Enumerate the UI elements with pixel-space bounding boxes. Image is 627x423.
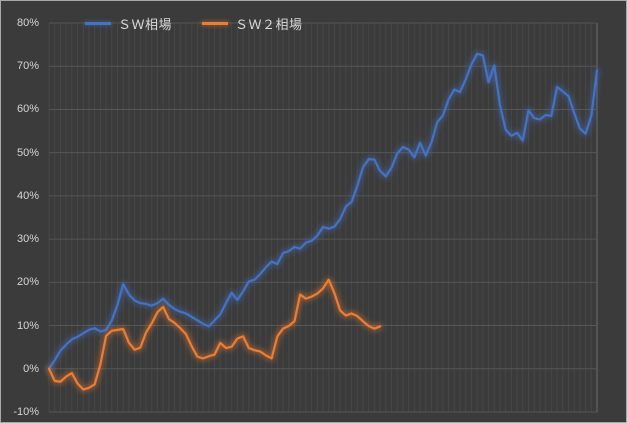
y-axis-tick-label: 30% bbox=[16, 233, 39, 246]
y-axis-tick-label: 80% bbox=[16, 17, 39, 29]
y-axis: 80% 70% 60% 50% 40% 30% 20% 10% 0% -10% bbox=[1, 1, 43, 422]
y-axis-tick-label: 70% bbox=[16, 60, 39, 73]
chart-legend: ＳＷ相場 ＳＷ２相場 bbox=[85, 14, 303, 32]
y-axis-tick-label: 60% bbox=[16, 103, 39, 116]
legend-entry-sw2[interactable]: ＳＷ２相場 bbox=[202, 14, 303, 33]
y-axis-tick-label: -10% bbox=[13, 406, 39, 418]
y-axis-tick-label: 50% bbox=[16, 146, 39, 159]
y-axis-tick-label: 20% bbox=[16, 276, 39, 289]
legend-label-sw2: ＳＷ２相場 bbox=[235, 16, 303, 32]
y-axis-tick-label: 10% bbox=[16, 319, 39, 332]
legend-line-swatch-sw2 bbox=[202, 21, 229, 25]
y-axis-tick-label: 40% bbox=[16, 189, 39, 202]
legend-label-sw: ＳＷ相場 bbox=[118, 16, 173, 32]
y-axis-tick-label: 0% bbox=[23, 362, 39, 375]
legend-entry-sw[interactable]: ＳＷ相場 bbox=[85, 14, 172, 33]
legend-line-swatch-sw bbox=[85, 21, 111, 25]
